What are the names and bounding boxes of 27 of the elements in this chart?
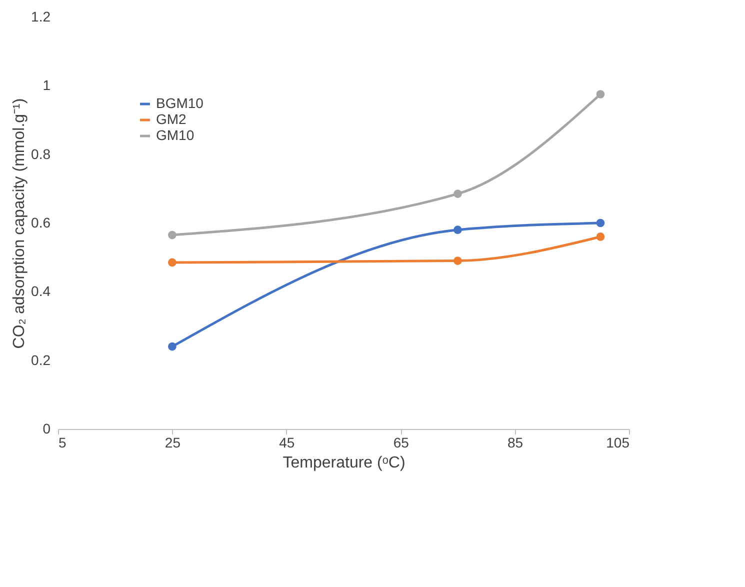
y-axis-title: CO₂ adsorption capacity (mmol.g⁻¹) [11,98,28,349]
legend-label: GM10 [156,127,194,143]
point [168,230,176,240]
legend-label: GM2 [156,111,187,127]
x-tick-label: 105 [606,434,630,450]
legend-label: BGM10 [156,95,204,111]
point [168,342,176,351]
point [454,190,462,198]
y-tick-label: 1.2 [31,8,51,24]
x-tick-label: 25 [164,434,181,450]
point [596,218,605,228]
point [596,232,605,241]
y-tick-label: 0.6 [31,214,51,230]
x-tick-label: 85 [508,434,524,450]
point [596,90,605,98]
y-tick-label: 0.4 [31,283,51,300]
y-tick-label: 0.2 [31,352,51,368]
y-tick-label: 0 [42,420,51,436]
x-axis-title: Temperature (ᵒC) [282,454,406,472]
point [168,258,176,267]
x-tick-label: 45 [279,434,295,450]
point [454,226,462,234]
x-tick-label: 65 [393,434,410,450]
x-tick-label: 5 [58,434,66,450]
point [454,256,462,265]
y-tick-label: 0.8 [31,146,51,162]
y-tick-label: 1 [42,77,51,94]
